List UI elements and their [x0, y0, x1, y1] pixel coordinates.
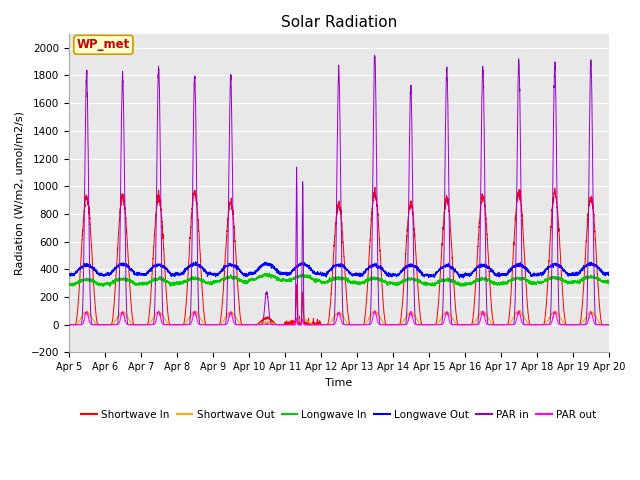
Shortwave Out [604, 322, 612, 328]
PAR out [490, 322, 498, 328]
PAR out [371, 308, 379, 314]
Shortwave In [490, 322, 498, 328]
Longwave Out [191, 259, 199, 264]
Text: WP_met: WP_met [77, 38, 130, 51]
Longwave In [491, 280, 499, 286]
Longwave In [430, 283, 438, 289]
Line: PAR out: PAR out [68, 311, 609, 325]
Longwave In [604, 278, 612, 284]
Longwave In [460, 283, 468, 289]
Shortwave Out [605, 322, 612, 328]
PAR in [604, 322, 612, 328]
PAR in [319, 322, 326, 328]
Title: Solar Radiation: Solar Radiation [280, 15, 397, 30]
Shortwave Out [430, 322, 438, 328]
Shortwave In [371, 184, 379, 190]
Shortwave Out [65, 322, 72, 328]
PAR in [605, 322, 612, 328]
PAR in [162, 322, 170, 328]
Longwave In [605, 280, 612, 286]
Longwave Out [319, 272, 326, 278]
Longwave Out [162, 266, 170, 272]
PAR out [605, 322, 612, 328]
Shortwave In [460, 322, 468, 328]
PAR out [319, 322, 326, 328]
Longwave Out [604, 272, 612, 278]
PAR out [430, 322, 438, 328]
Longwave Out [460, 275, 467, 281]
Shortwave In [430, 322, 438, 328]
Longwave In [319, 279, 326, 285]
Shortwave Out [460, 322, 467, 328]
Line: Longwave Out: Longwave Out [68, 262, 609, 278]
Longwave Out [605, 270, 612, 276]
Longwave Out [430, 273, 438, 278]
Longwave In [266, 270, 273, 276]
Shortwave In [319, 322, 326, 328]
Shortwave Out [516, 308, 524, 313]
PAR in [460, 322, 468, 328]
Shortwave In [605, 322, 612, 328]
PAR in [371, 52, 378, 58]
Shortwave In [162, 280, 170, 286]
PAR out [460, 322, 468, 328]
PAR out [162, 322, 170, 328]
Shortwave Out [162, 318, 170, 324]
Longwave In [99, 284, 107, 289]
Line: Longwave In: Longwave In [68, 273, 609, 287]
Longwave In [162, 277, 170, 283]
Line: Shortwave In: Shortwave In [68, 187, 609, 325]
PAR in [490, 322, 498, 328]
PAR out [604, 322, 612, 328]
Shortwave In [604, 322, 612, 328]
Shortwave Out [319, 322, 326, 328]
PAR in [65, 322, 72, 328]
Legend: Shortwave In, Shortwave Out, Longwave In, Longwave Out, PAR in, PAR out: Shortwave In, Shortwave Out, Longwave In… [77, 406, 600, 424]
Shortwave Out [490, 322, 498, 328]
Y-axis label: Radiation (W/m2, umol/m2/s): Radiation (W/m2, umol/m2/s) [15, 111, 25, 275]
Longwave Out [65, 271, 72, 277]
Longwave In [65, 283, 72, 288]
PAR out [65, 322, 72, 328]
Shortwave In [65, 322, 72, 328]
Line: Shortwave Out: Shortwave Out [68, 311, 609, 325]
Longwave Out [460, 272, 468, 277]
X-axis label: Time: Time [325, 378, 353, 388]
PAR in [430, 322, 438, 328]
Longwave Out [491, 270, 499, 276]
Line: PAR in: PAR in [68, 55, 609, 325]
